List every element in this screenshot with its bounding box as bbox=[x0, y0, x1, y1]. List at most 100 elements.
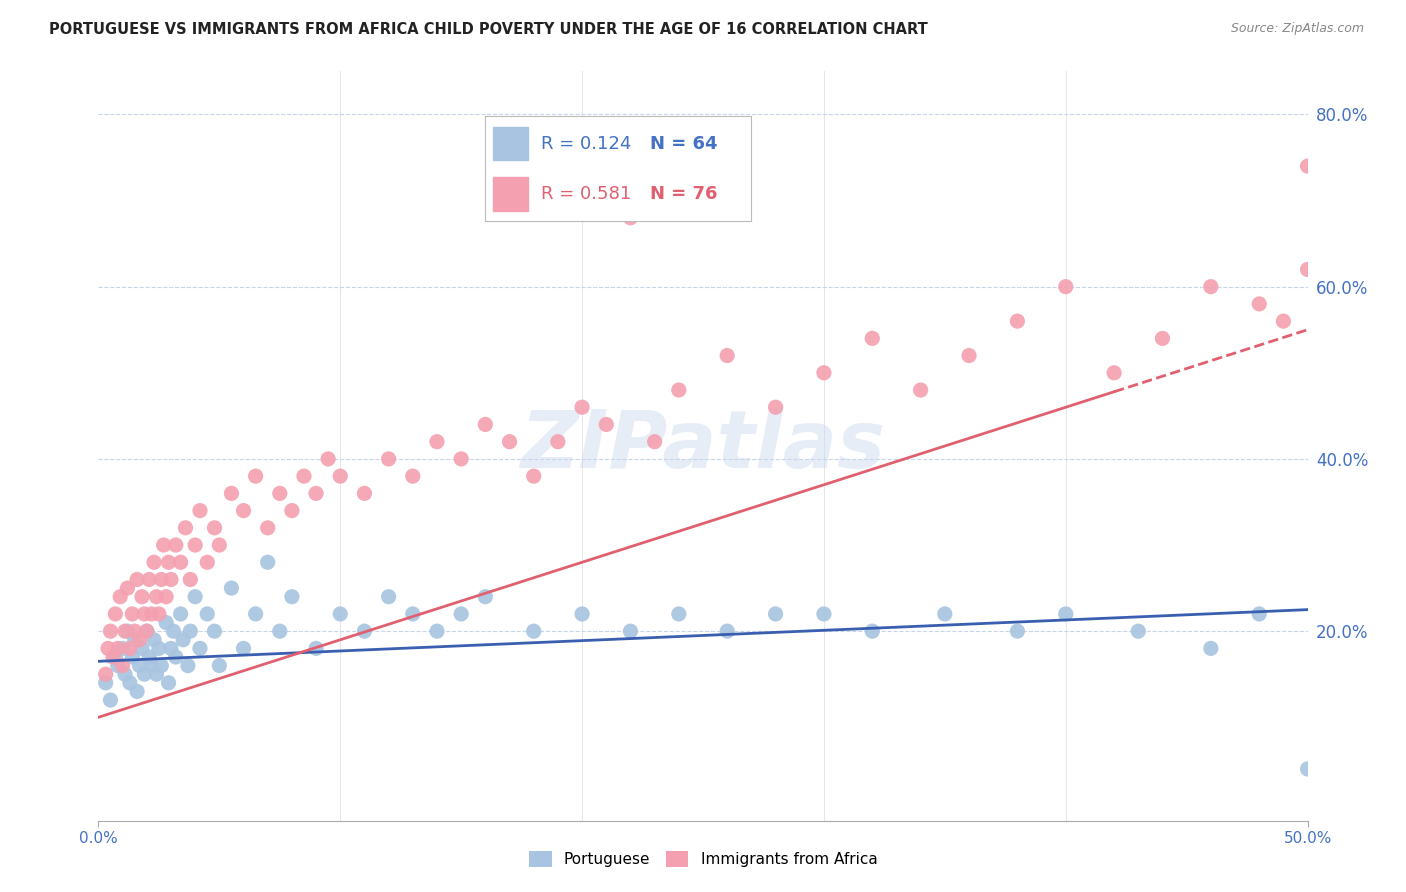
Point bbox=[1296, 762, 1319, 776]
Point bbox=[127, 573, 149, 587]
Point bbox=[131, 641, 153, 656]
Point bbox=[619, 211, 641, 225]
Point bbox=[221, 581, 243, 595]
Point bbox=[118, 676, 141, 690]
Point bbox=[353, 486, 375, 500]
Point bbox=[329, 607, 352, 621]
Point bbox=[450, 607, 472, 621]
Point bbox=[150, 658, 173, 673]
Point bbox=[172, 632, 194, 647]
Point bbox=[281, 503, 304, 517]
Point bbox=[195, 607, 218, 621]
Point bbox=[128, 632, 150, 647]
Point bbox=[135, 624, 157, 639]
Point bbox=[111, 658, 134, 673]
Point bbox=[188, 641, 211, 656]
Point bbox=[108, 590, 131, 604]
Point bbox=[668, 383, 690, 397]
Point bbox=[269, 486, 291, 500]
Point bbox=[141, 607, 163, 621]
Text: Source: ZipAtlas.com: Source: ZipAtlas.com bbox=[1230, 22, 1364, 36]
Point bbox=[1007, 314, 1029, 328]
Point bbox=[292, 469, 315, 483]
Point bbox=[1199, 641, 1222, 656]
Point bbox=[121, 607, 143, 621]
Point bbox=[100, 693, 122, 707]
Point bbox=[1296, 159, 1319, 173]
Point bbox=[124, 632, 146, 647]
Point bbox=[169, 555, 191, 569]
Point bbox=[143, 555, 166, 569]
Point bbox=[377, 590, 399, 604]
Point bbox=[114, 667, 136, 681]
Point bbox=[402, 469, 425, 483]
Point bbox=[174, 521, 197, 535]
Point bbox=[157, 555, 180, 569]
Point bbox=[104, 607, 127, 621]
Point bbox=[124, 624, 146, 639]
Point bbox=[269, 624, 291, 639]
Point bbox=[595, 417, 617, 432]
Point bbox=[134, 667, 156, 681]
Point bbox=[765, 607, 787, 621]
Point bbox=[145, 667, 167, 681]
Legend: Portuguese, Immigrants from Africa: Portuguese, Immigrants from Africa bbox=[523, 845, 883, 873]
Point bbox=[474, 590, 496, 604]
Point bbox=[474, 417, 496, 432]
Point bbox=[208, 658, 231, 673]
Point bbox=[150, 573, 173, 587]
Point bbox=[179, 624, 201, 639]
Point bbox=[305, 486, 328, 500]
Point bbox=[402, 607, 425, 621]
Point bbox=[523, 469, 546, 483]
Point bbox=[165, 650, 187, 665]
Point bbox=[377, 451, 399, 466]
Point bbox=[179, 573, 201, 587]
Point bbox=[329, 469, 352, 483]
Point bbox=[148, 607, 170, 621]
Point bbox=[353, 624, 375, 639]
Point bbox=[145, 590, 167, 604]
Point bbox=[813, 607, 835, 621]
Point bbox=[118, 641, 141, 656]
Point bbox=[305, 641, 328, 656]
Point bbox=[934, 607, 956, 621]
Point bbox=[165, 538, 187, 552]
Point bbox=[208, 538, 231, 552]
Point bbox=[281, 590, 304, 604]
Point bbox=[668, 607, 690, 621]
Point bbox=[256, 521, 278, 535]
Point bbox=[571, 607, 593, 621]
Point bbox=[177, 658, 200, 673]
Point bbox=[100, 624, 122, 639]
Point bbox=[114, 624, 136, 639]
Point bbox=[232, 503, 254, 517]
Point bbox=[1249, 607, 1271, 621]
Point bbox=[188, 503, 211, 517]
Point bbox=[107, 641, 129, 656]
Point bbox=[316, 451, 339, 466]
Point bbox=[957, 349, 980, 363]
Point bbox=[157, 676, 180, 690]
Point bbox=[1007, 624, 1029, 639]
Point bbox=[1128, 624, 1150, 639]
Point bbox=[117, 624, 139, 639]
Point bbox=[143, 632, 166, 647]
Point bbox=[148, 641, 170, 656]
Point bbox=[160, 573, 183, 587]
Point bbox=[94, 676, 117, 690]
Point bbox=[127, 684, 149, 698]
Point bbox=[94, 667, 117, 681]
Point bbox=[162, 624, 184, 639]
Point bbox=[1199, 279, 1222, 293]
Point bbox=[184, 538, 207, 552]
Point bbox=[1272, 314, 1295, 328]
Point bbox=[204, 624, 226, 639]
Point bbox=[155, 590, 177, 604]
Point bbox=[910, 383, 932, 397]
Point bbox=[104, 650, 127, 665]
Point bbox=[1296, 262, 1319, 277]
Point bbox=[101, 650, 124, 665]
Point bbox=[1249, 297, 1271, 311]
Point bbox=[138, 573, 160, 587]
